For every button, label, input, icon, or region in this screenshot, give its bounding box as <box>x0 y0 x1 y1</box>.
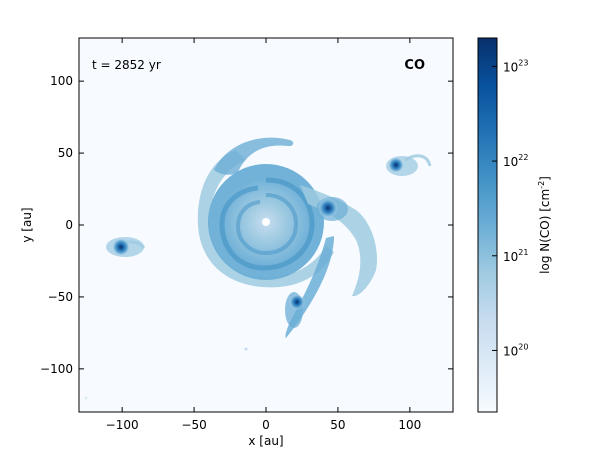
colorbar-tick-label: 1020 <box>503 342 528 358</box>
colorbar-title: log N(CO) [cm-2] <box>537 176 552 274</box>
x-tick-label: −100 <box>106 418 139 432</box>
clump-2-tail <box>404 154 432 167</box>
x-tick-label: 50 <box>330 418 345 432</box>
colorbar-ticks: 1020 1021 1022 1023 <box>492 58 528 358</box>
y-tick-label: −50 <box>48 290 73 304</box>
clump-2 <box>388 157 404 173</box>
x-tick-label: 100 <box>398 418 421 432</box>
y-axis-ticks: −100 −50 0 50 100 <box>40 74 453 376</box>
species-annotation: CO <box>404 58 425 73</box>
colorbar <box>477 37 498 413</box>
colorbar-tick-label: 1022 <box>503 153 528 169</box>
x-axis-title: x [au] <box>248 434 283 448</box>
clump-3 <box>112 238 130 256</box>
time-annotation: t = 2852 yr <box>92 58 161 72</box>
central-star <box>262 218 270 226</box>
debris-2 <box>84 396 88 400</box>
spiral-ring-2 <box>235 193 299 256</box>
x-tick-label: 0 <box>262 418 270 432</box>
y-tick-label: 50 <box>58 146 73 160</box>
y-axis-title: y [au] <box>20 207 34 242</box>
colorbar-title-main: log N(CO) [cm <box>538 189 552 274</box>
north-arm <box>214 137 294 175</box>
clump-4 <box>289 294 305 310</box>
y-tick-label: 0 <box>65 218 73 232</box>
clump-1 <box>318 198 338 218</box>
x-tick-label: −50 <box>181 418 206 432</box>
debris-1 <box>244 347 248 351</box>
x-axis-ticks: −100 −50 0 50 100 <box>106 38 421 432</box>
colorbar-title-close: ] <box>538 176 552 181</box>
east-arm <box>300 185 378 297</box>
density-map <box>84 137 432 400</box>
colorbar-tick-label: 1021 <box>503 248 528 264</box>
colorbar-title-exp: -2 <box>537 181 546 189</box>
spiral-ring-1 <box>219 177 315 271</box>
y-tick-label: −100 <box>40 362 73 376</box>
y-tick-label: 100 <box>50 74 73 88</box>
colorbar-tick-label: 1023 <box>503 58 528 74</box>
